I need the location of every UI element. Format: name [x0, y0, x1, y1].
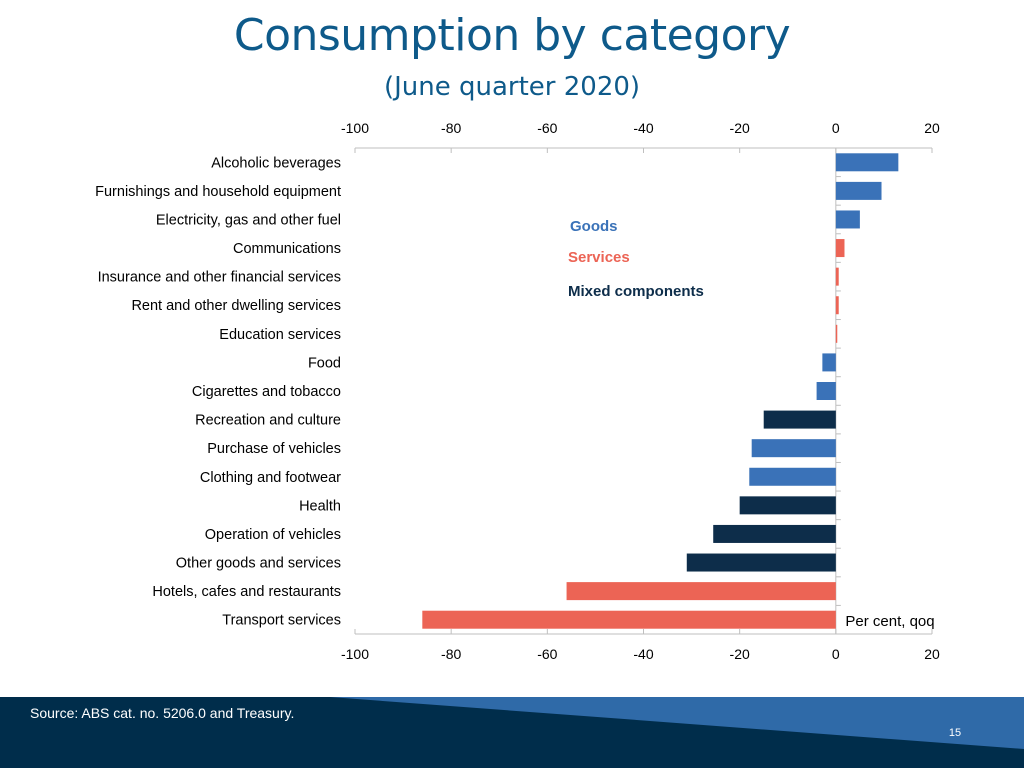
- bar: [749, 467, 836, 486]
- bar: [713, 524, 836, 543]
- bar: [739, 496, 836, 515]
- bar: [835, 153, 899, 172]
- x-tick-label-top: -40: [633, 120, 653, 136]
- chart: -100 -100 -80 -80 -60 -60 -40 -40 -20 -20 0 0 20 20 A…: [95, 120, 940, 662]
- source-note: Source: ABS cat. no. 5206.0 and Treasury…: [30, 705, 295, 721]
- category-label: Food: [308, 355, 341, 371]
- category-label: Transport services: [222, 613, 341, 629]
- x-tick-label-bottom: -100: [341, 646, 369, 662]
- category-label: Rent and other dwelling services: [131, 298, 341, 314]
- bar: [835, 181, 882, 200]
- bar: [751, 439, 836, 458]
- x-tick-label-top: 0: [832, 120, 840, 136]
- category-label: Operation of vehicles: [205, 527, 341, 543]
- bar: [566, 582, 836, 601]
- unit-label: Per cent, qoq: [845, 613, 934, 630]
- category-label: Education services: [219, 327, 341, 343]
- bar: [835, 267, 839, 286]
- bar: [835, 210, 860, 229]
- category-label: Hotels, cafes and restaurants: [152, 584, 341, 600]
- category-label: Clothing and footwear: [200, 470, 341, 486]
- footer-bar: Source: ABS cat. no. 5206.0 and Treasury…: [0, 697, 1024, 768]
- category-label: Other goods and services: [176, 556, 341, 572]
- bar: [822, 353, 836, 372]
- category-label: Communications: [233, 241, 341, 257]
- page-subtitle: (June quarter 2020): [383, 72, 641, 102]
- bar: [422, 610, 836, 629]
- category-label: Cigarettes and tobacco: [192, 384, 341, 400]
- x-tick-label-bottom: -20: [730, 646, 750, 662]
- x-tick-label-bottom: 20: [924, 646, 940, 662]
- page-number: 15: [948, 727, 962, 739]
- category-label: Electricity, gas and other fuel: [156, 212, 341, 228]
- x-tick-label-bottom: 0: [832, 646, 840, 662]
- bar: [835, 324, 838, 343]
- page-title: Consumption by category: [233, 10, 791, 61]
- footer-accent-shape: [330, 697, 1024, 749]
- x-tick-label-bottom: -60: [537, 646, 557, 662]
- legend-services: Services: [568, 249, 630, 266]
- x-tick-label-top: -80: [441, 120, 461, 136]
- x-tick-label-bottom: -40: [633, 646, 653, 662]
- x-tick-label-top: -100: [341, 120, 369, 136]
- x-tick-label-top: 20: [924, 120, 940, 136]
- category-label: Purchase of vehicles: [207, 441, 341, 457]
- category-label: Insurance and other financial services: [98, 270, 341, 286]
- bar: [835, 296, 839, 315]
- bar: [686, 553, 836, 572]
- bar: [763, 410, 836, 429]
- bar: [816, 382, 836, 400]
- legend-goods: Goods: [570, 218, 618, 235]
- bar: [835, 239, 845, 258]
- category-label: Furnishings and household equipment: [95, 184, 341, 200]
- category-label: Health: [299, 498, 341, 514]
- x-tick-label-bottom: -80: [441, 646, 461, 662]
- legend-mixed: Mixed components: [568, 283, 704, 300]
- category-label: Recreation and culture: [195, 413, 341, 429]
- x-tick-label-top: -60: [537, 120, 557, 136]
- x-tick-label-top: -20: [730, 120, 750, 136]
- category-label: Alcoholic beverages: [211, 155, 341, 171]
